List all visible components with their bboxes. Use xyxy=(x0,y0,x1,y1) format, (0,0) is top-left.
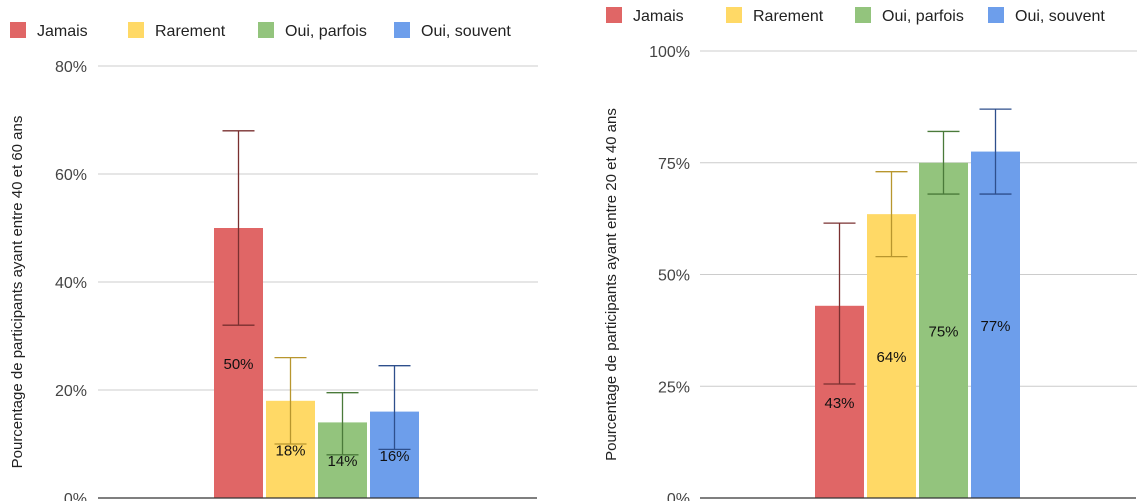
y-tick-label: 0% xyxy=(64,491,87,501)
data-label: 18% xyxy=(275,442,305,459)
data-label: 43% xyxy=(824,395,854,412)
legend-swatch xyxy=(988,7,1004,23)
y-tick-label: 80% xyxy=(55,59,87,76)
legend-label: Jamais xyxy=(37,23,88,40)
legend-label: Oui, souvent xyxy=(421,23,511,40)
y-tick-label: 20% xyxy=(55,383,87,400)
data-label: 16% xyxy=(379,448,409,465)
right-chart: 0% 25% 50% 75% 100% Pourcentage de participan… xyxy=(603,7,1137,501)
y-axis-title: Pourcentage de participants ayant entre … xyxy=(603,108,620,461)
y-tick-label: 60% xyxy=(55,167,87,184)
legend-swatch xyxy=(606,7,622,23)
legend-label: Oui, parfois xyxy=(882,8,964,25)
legend-swatch xyxy=(394,22,410,38)
y-tick-label: 50% xyxy=(658,268,690,285)
y-axis-title: Pourcentage de participants ayant entre … xyxy=(9,116,26,469)
data-label: 14% xyxy=(327,453,357,470)
bar xyxy=(919,162,968,498)
data-label: 75% xyxy=(928,323,958,340)
bar xyxy=(867,214,916,498)
y-tick-label: 75% xyxy=(658,156,690,173)
legend-label: Jamais xyxy=(633,8,684,25)
y-tick-label: 40% xyxy=(55,275,87,292)
y-tick-label: 0% xyxy=(667,491,690,501)
legend-label: Rarement xyxy=(155,23,226,40)
left-chart: 0% 20% 40% 60% 80% Pourcentage de participant… xyxy=(9,22,538,501)
data-label: 50% xyxy=(223,356,253,373)
bar xyxy=(971,151,1020,498)
legend-label: Rarement xyxy=(753,8,824,25)
y-tick-label: 25% xyxy=(658,379,690,396)
data-label: 77% xyxy=(980,318,1010,335)
legend-label: Oui, souvent xyxy=(1015,8,1105,25)
legend-swatch xyxy=(10,22,26,38)
legend-swatch xyxy=(128,22,144,38)
legend-swatch xyxy=(855,7,871,23)
legend-label: Oui, parfois xyxy=(285,23,367,40)
data-label: 64% xyxy=(876,349,906,366)
legend-swatch xyxy=(258,22,274,38)
y-tick-label: 100% xyxy=(649,44,690,61)
legend-swatch xyxy=(726,7,742,23)
